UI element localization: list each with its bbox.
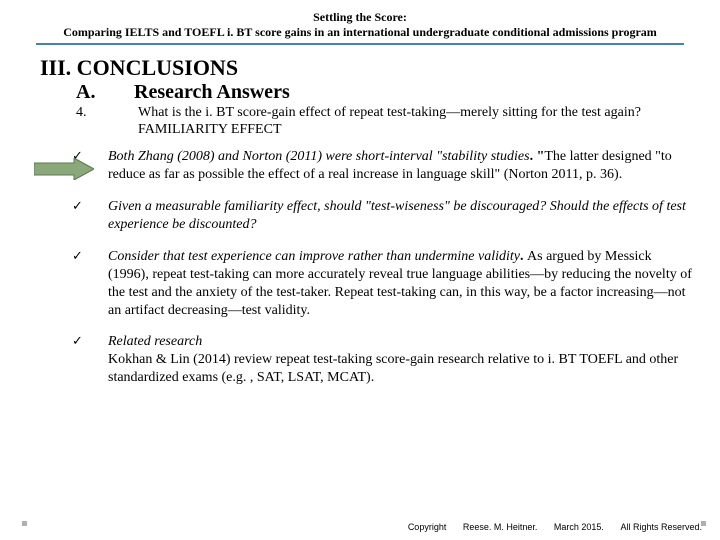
section-roman: III. CONCLUSIONS <box>30 55 690 81</box>
bullet-body: Given a measurable familiarity effect, s… <box>108 198 692 234</box>
footer-author: Reese. M. Heitner. <box>463 522 538 532</box>
bullet-text: Kokhan & Lin (2014) review repeat test-t… <box>108 352 678 385</box>
content-area: III. CONCLUSIONS A.Research Answers 4. W… <box>0 49 720 138</box>
question-number: 4. <box>76 104 138 122</box>
familiarity-effect-label: FAMILIARITY EFFECT <box>30 122 690 138</box>
bullet-item: ✓Related research Kokhan & Lin (2014) rev… <box>72 333 692 387</box>
bullet-lead: Given a measurable familiarity effect, s… <box>108 199 686 232</box>
bullet-item: ✓Given a measurable familiarity effect, … <box>72 198 692 234</box>
bullet-body: Related research Kokhan & Lin (2014) revi… <box>108 333 692 387</box>
title-line1: Settling the Score: <box>30 10 690 25</box>
section-sub-a: A.Research Answers <box>30 81 690 104</box>
sub-a-label: A. <box>76 81 134 104</box>
bullet-list: ✓ Both Zhang (2008) and Norton (2011) wer… <box>0 138 720 387</box>
title-line2: Comparing IELTS and TOEFL i. BT score ga… <box>36 25 684 45</box>
arrow-icon <box>34 158 94 185</box>
bullet-body: Consider that test experience can improv… <box>108 248 692 320</box>
bullet-item: ✓Both Zhang (2008) and Norton (2011) wer… <box>72 148 692 184</box>
footer: Copyright Reese. M. Heitner. March 2015.… <box>394 522 702 532</box>
bullet-lead-tail: . " <box>530 149 545 164</box>
bullet-body: Both Zhang (2008) and Norton (2011) were… <box>108 148 692 184</box>
bullet-lead-tail: . <box>520 249 527 264</box>
question-text: What is the i. BT score-gain effect of r… <box>138 104 690 122</box>
footer-rights: All Rights Reserved. <box>620 522 702 532</box>
checkmark-icon: ✓ <box>72 333 108 387</box>
bullet-lead: Related research <box>108 334 202 349</box>
decoration-dot <box>22 521 27 526</box>
sub-a-text: Research Answers <box>134 81 290 103</box>
question-row: 4. What is the i. BT score-gain effect o… <box>30 104 690 122</box>
footer-date: March 2015. <box>554 522 604 532</box>
footer-copyright: Copyright <box>408 522 447 532</box>
bullet-lead: Consider that test experience can improv… <box>108 249 520 264</box>
checkmark-icon: ✓ <box>72 198 108 234</box>
checkmark-icon: ✓ <box>72 248 108 320</box>
bullet-item: ✓Consider that test experience can impro… <box>72 248 692 320</box>
slide-header: Settling the Score: Comparing IELTS and … <box>0 0 720 49</box>
bullet-lead: Both Zhang (2008) and Norton (2011) were… <box>108 149 530 164</box>
